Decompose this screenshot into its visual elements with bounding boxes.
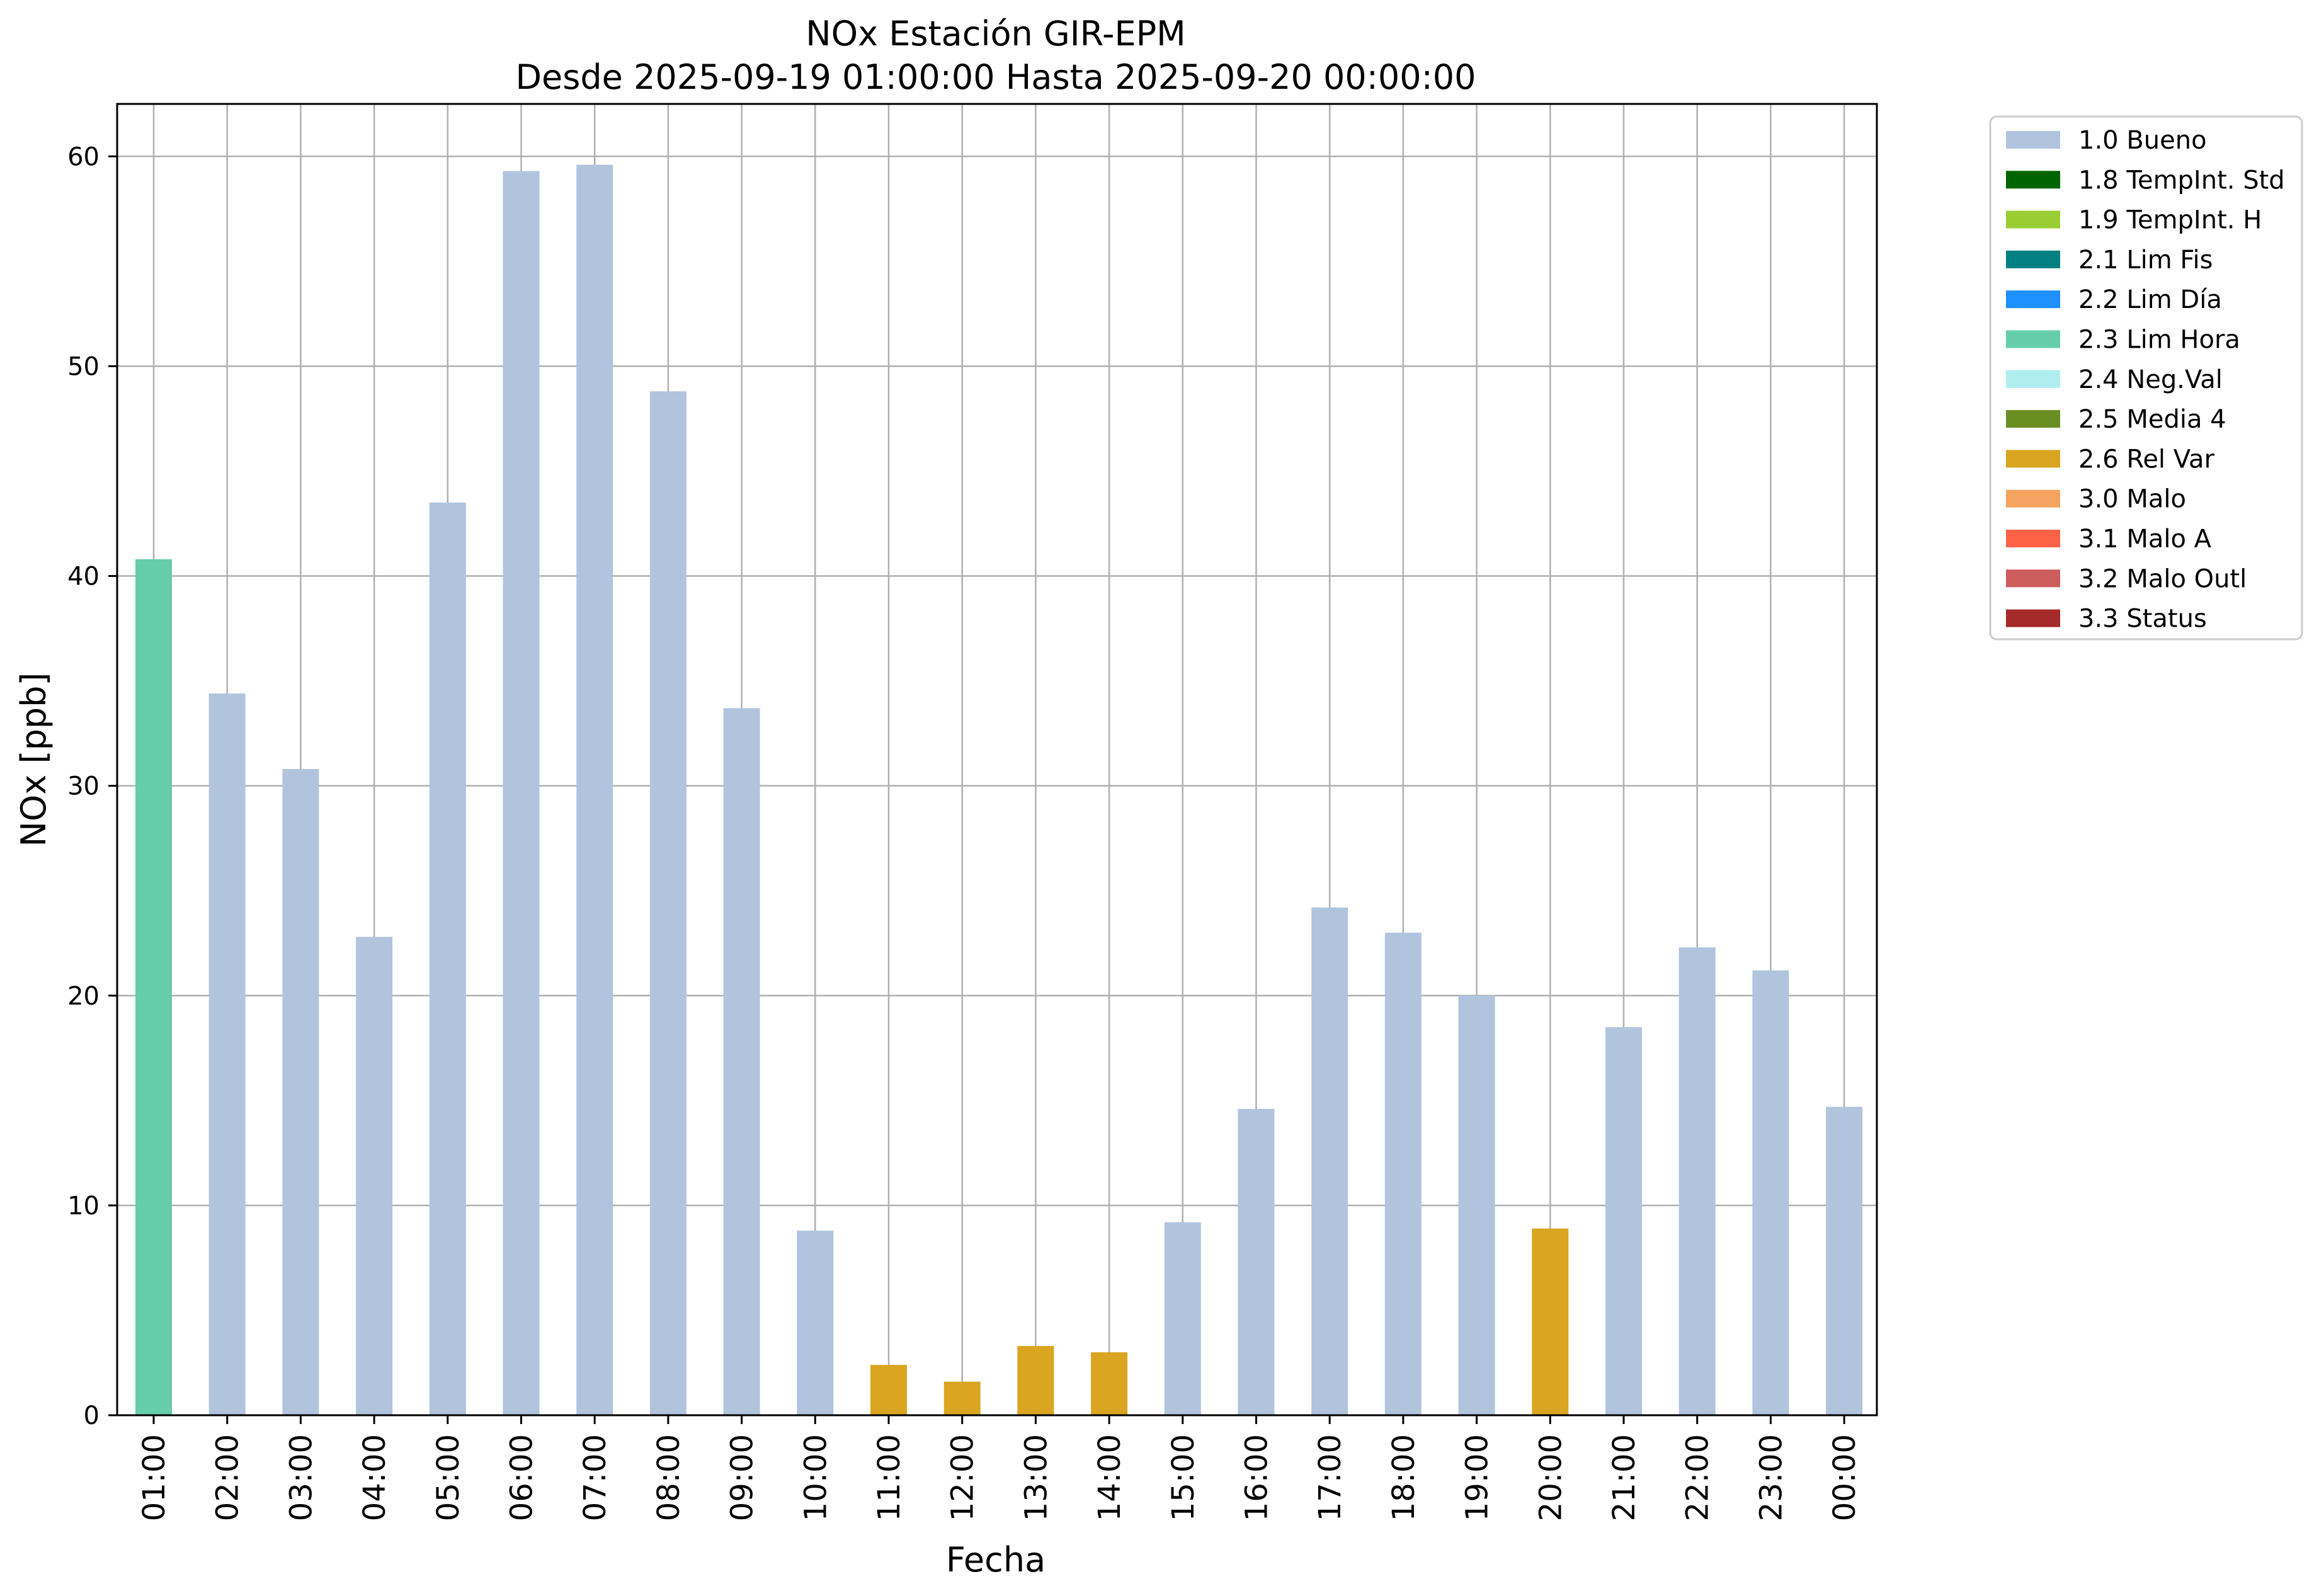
x-tick-label: 21:00	[1607, 1434, 1642, 1521]
legend-label: 3.2 Malo Outl	[2078, 564, 2247, 593]
legend-label: 3.1 Malo A	[2078, 525, 2212, 554]
y-axis: 0 10 20 30 40 50 60	[67, 142, 117, 1430]
bar-0000	[1826, 1107, 1863, 1415]
x-tick-label: 02:00	[210, 1434, 246, 1521]
bar-1200	[943, 1381, 981, 1415]
bar-1700	[1311, 907, 1348, 1415]
x-tick-label: 15:00	[1166, 1434, 1201, 1521]
x-tick-label: 23:00	[1753, 1434, 1789, 1521]
chart-subtitle: Desde 2025-09-19 01:00:00 Hasta 2025-09-…	[515, 57, 1476, 97]
legend-swatch	[2006, 171, 2060, 189]
bar-0600	[503, 171, 540, 1415]
bar-1600	[1238, 1109, 1275, 1415]
bar-1800	[1384, 932, 1422, 1415]
bar-2000	[1532, 1228, 1569, 1415]
bar-0100	[135, 559, 172, 1416]
x-tick-label: 07:00	[578, 1434, 613, 1521]
chart-title: NOx Estación GIR-EPM	[806, 14, 1186, 54]
x-tick-label: 12:00	[945, 1434, 981, 1521]
bar-1300	[1017, 1346, 1054, 1415]
x-tick-label: 20:00	[1533, 1434, 1568, 1521]
legend-label: 2.1 Lim Fis	[2078, 246, 2213, 275]
bar-1000	[797, 1230, 834, 1415]
legend-label: 2.2 Lim Día	[2078, 285, 2222, 314]
legend-swatch	[2006, 489, 2060, 508]
legend-label: 1.9 TempInt. H	[2078, 206, 2262, 235]
legend-label: 1.0 Bueno	[2078, 126, 2207, 155]
legend-label: 2.4 Neg.Val	[2078, 365, 2223, 394]
legend-swatch	[2006, 569, 2060, 588]
x-tick-label: 09:00	[725, 1434, 760, 1521]
bar-1900	[1458, 995, 1495, 1415]
y-tick-label: 60	[67, 142, 100, 171]
legend-label: 1.8 TempInt. Std	[2078, 166, 2285, 195]
legend-swatch	[2006, 290, 2060, 309]
bar-0700	[576, 164, 613, 1416]
x-tick-label: 03:00	[283, 1434, 319, 1521]
x-tick-label: 16:00	[1239, 1434, 1275, 1521]
legend: 1.0 Bueno 1.8 TempInt. Std 1.9 TempInt. H 2…	[1989, 115, 2303, 641]
y-tick-label: 40	[67, 562, 100, 591]
bar-1500	[1164, 1222, 1201, 1415]
legend-swatch	[2006, 370, 2060, 388]
x-tick-label: 22:00	[1680, 1434, 1716, 1521]
legend-label: 2.3 Lim Hora	[2078, 326, 2240, 355]
x-axis: 01:00 02:00 03:00 04:00 05:00 06:00 07:00 08:00…	[137, 1415, 1862, 1521]
bar-0900	[723, 708, 760, 1415]
x-tick-label: 08:00	[651, 1434, 687, 1521]
legend-label: 3.3 Status	[2078, 605, 2207, 634]
x-tick-label: 18:00	[1386, 1434, 1422, 1521]
x-tick-label: 19:00	[1460, 1434, 1495, 1521]
y-axis-label: NOx [ppb]	[14, 673, 54, 847]
y-tick-label: 50	[67, 352, 100, 381]
plot-frame	[116, 103, 1878, 1416]
x-tick-label: 01:00	[137, 1434, 172, 1521]
legend-label: 2.6 Rel Var	[2078, 445, 2215, 474]
bar-0500	[429, 502, 466, 1415]
y-tick-label: 0	[84, 1401, 100, 1430]
x-tick-label: 14:00	[1092, 1434, 1127, 1521]
legend-swatch	[2006, 410, 2060, 428]
legend-swatch	[2006, 210, 2060, 229]
y-tick-label: 10	[67, 1192, 100, 1221]
y-tick-label: 20	[67, 982, 100, 1011]
legend-swatch	[2006, 609, 2060, 627]
y-tick-label: 30	[67, 772, 100, 801]
legend-label: 2.5 Media 4	[2078, 405, 2226, 434]
legend-swatch	[2006, 131, 2060, 149]
legend-swatch	[2006, 530, 2060, 547]
bars	[135, 164, 1863, 1416]
bar-1100	[870, 1365, 907, 1415]
legend-box	[1989, 115, 2303, 641]
legend-swatch	[2006, 450, 2060, 468]
legend-swatch	[2006, 330, 2060, 348]
x-tick-label: 17:00	[1313, 1434, 1348, 1521]
x-tick-label: 04:00	[357, 1434, 392, 1521]
x-tick-label: 05:00	[431, 1434, 466, 1521]
legend-label: 3.0 Malo	[2078, 485, 2186, 514]
x-tick-label: 00:00	[1827, 1434, 1862, 1521]
legend-swatch	[2006, 250, 2060, 268]
bar-0300	[282, 768, 319, 1415]
x-tick-label: 13:00	[1018, 1434, 1054, 1521]
bar-2200	[1678, 947, 1716, 1415]
x-axis-label: Fecha	[946, 1540, 1046, 1580]
x-tick-label: 06:00	[504, 1434, 540, 1521]
bar-0800	[649, 391, 687, 1415]
bar-2100	[1605, 1027, 1642, 1415]
bar-2300	[1752, 970, 1789, 1415]
bar-0200	[208, 693, 246, 1415]
bar-0400	[356, 937, 393, 1415]
x-tick-label: 10:00	[798, 1434, 833, 1521]
x-tick-label: 11:00	[872, 1434, 907, 1521]
bar-1400	[1091, 1352, 1128, 1415]
